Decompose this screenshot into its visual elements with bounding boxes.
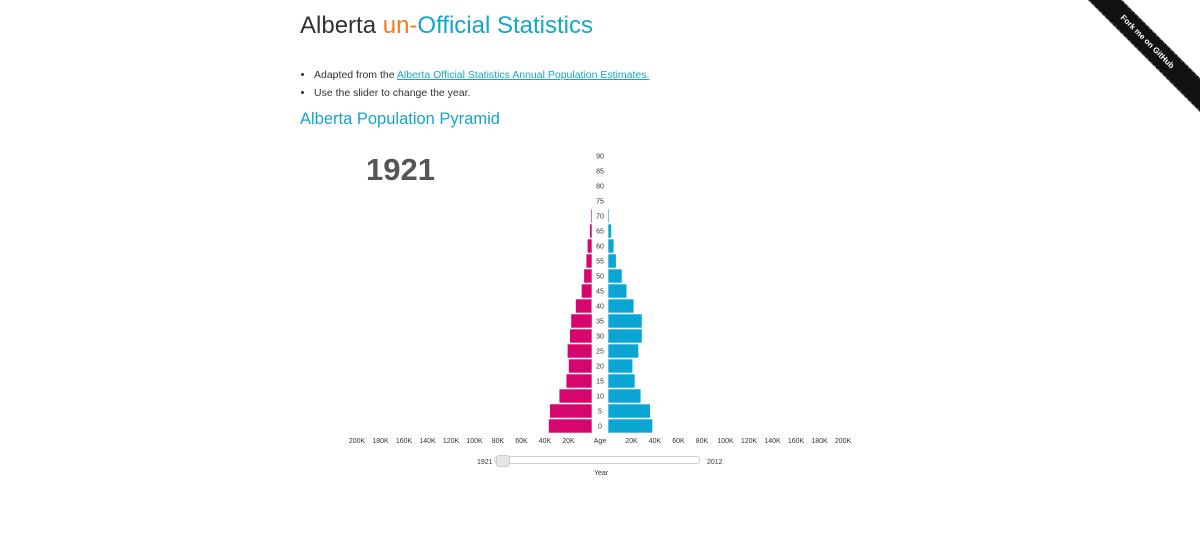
bar-right bbox=[607, 283, 628, 299]
bar-right bbox=[607, 223, 612, 239]
x-tick-label-left: 80K bbox=[492, 438, 505, 445]
bar-right bbox=[607, 343, 639, 359]
age-tick-label: 60 bbox=[596, 244, 604, 251]
slider-axis-label: Year bbox=[594, 470, 609, 477]
slider-track[interactable] bbox=[494, 455, 700, 467]
age-tick-label: 90 bbox=[596, 154, 604, 161]
bar-right bbox=[607, 388, 642, 404]
age-tick-label: 10 bbox=[596, 394, 604, 401]
bar-left bbox=[549, 403, 593, 419]
bar-left bbox=[583, 268, 593, 284]
x-tick-label-right: 40K bbox=[649, 438, 662, 445]
x-tick-label-left: 140K bbox=[419, 438, 436, 445]
bar-left bbox=[569, 328, 593, 344]
current-year: 1921 bbox=[366, 152, 435, 187]
section-title: Alberta Population Pyramid bbox=[300, 110, 500, 128]
fork-github-link[interactable]: Fork me on GitHub bbox=[1071, 0, 1200, 118]
x-tick-label-left: 200K bbox=[349, 438, 366, 445]
age-tick-label: 30 bbox=[596, 334, 604, 341]
slider-min-label: 1921 bbox=[477, 459, 493, 466]
bar-right bbox=[607, 313, 643, 329]
bar-left bbox=[575, 298, 593, 314]
bar-right bbox=[607, 208, 610, 224]
age-tick-label: 50 bbox=[596, 274, 604, 281]
age-tick-label: 0 bbox=[598, 424, 602, 431]
bar-right bbox=[607, 403, 651, 419]
bar-right bbox=[607, 298, 635, 314]
age-tick-label: 45 bbox=[596, 289, 604, 296]
info-item-instruction: Use the slider to change the year. bbox=[314, 84, 649, 102]
bar-right bbox=[607, 358, 634, 374]
bar-right bbox=[607, 268, 623, 284]
bar-left bbox=[566, 343, 593, 359]
info-list: Adapted from the Alberta Official Statis… bbox=[300, 66, 649, 102]
x-tick-label-right: 60K bbox=[672, 438, 685, 445]
github-ribbon: Fork me on GitHub bbox=[1060, 0, 1200, 140]
slider-max-label: 2012 bbox=[707, 459, 723, 466]
bar-left bbox=[585, 253, 593, 269]
bar-left bbox=[565, 373, 593, 389]
bar-left bbox=[589, 223, 593, 239]
bar-left bbox=[558, 388, 593, 404]
bar-right bbox=[607, 418, 653, 434]
bar-left bbox=[568, 358, 593, 374]
age-tick-label: 25 bbox=[596, 349, 604, 356]
source-prefix: Adapted from the bbox=[314, 69, 397, 81]
bar-left bbox=[570, 313, 593, 329]
age-tick-label: 20 bbox=[596, 364, 604, 371]
age-tick-label: 75 bbox=[596, 199, 604, 206]
x-tick-label-left: 180K bbox=[372, 438, 389, 445]
x-tick-label-right: 120K bbox=[741, 438, 758, 445]
slider-handle[interactable] bbox=[496, 455, 510, 467]
x-tick-label-right: 140K bbox=[764, 438, 781, 445]
title-prefix: Alberta bbox=[300, 12, 383, 39]
source-link[interactable]: Alberta Official Statistics Annual Popul… bbox=[396, 69, 650, 81]
x-tick-label-left: 100K bbox=[466, 438, 483, 445]
age-axis-label: Age bbox=[594, 438, 607, 445]
title-un: un- bbox=[382, 12, 418, 39]
x-tick-label-right: 20K bbox=[625, 438, 638, 445]
age-tick-label: 40 bbox=[596, 304, 604, 311]
x-tick-label-right: 100K bbox=[717, 438, 734, 445]
x-tick-label-left: 60K bbox=[515, 438, 528, 445]
age-tick-label: 55 bbox=[596, 259, 604, 266]
age-tick-label: 85 bbox=[596, 169, 604, 176]
x-tick-label-right: 180K bbox=[811, 438, 828, 445]
bar-left bbox=[590, 208, 593, 224]
x-tick-label-left: 20K bbox=[562, 438, 575, 445]
x-tick-label-right: 160K bbox=[788, 438, 805, 445]
age-tick-label: 15 bbox=[596, 379, 604, 386]
bar-right bbox=[607, 253, 617, 269]
x-tick-label-right: 200K bbox=[835, 438, 852, 445]
bar-right bbox=[607, 373, 636, 389]
info-item-source: Adapted from the Alberta Official Statis… bbox=[314, 66, 649, 84]
age-tick-label: 35 bbox=[596, 319, 604, 326]
bar-right bbox=[607, 328, 643, 344]
bar-left bbox=[586, 238, 593, 254]
x-tick-label-left: 160K bbox=[396, 438, 413, 445]
bar-right bbox=[607, 238, 615, 254]
x-tick-label-left: 40K bbox=[539, 438, 552, 445]
x-tick-label-left: 120K bbox=[443, 438, 460, 445]
age-tick-label: 80 bbox=[596, 184, 604, 191]
age-tick-label: 65 bbox=[596, 229, 604, 236]
age-tick-label: 5 bbox=[598, 409, 602, 416]
bar-left bbox=[581, 283, 593, 299]
page-title: Alberta un-Official Statistics bbox=[300, 12, 593, 40]
age-tick-label: 70 bbox=[596, 214, 604, 221]
x-tick-label-right: 80K bbox=[696, 438, 709, 445]
title-rest: Official Statistics bbox=[417, 12, 594, 39]
bar-left bbox=[548, 418, 593, 434]
